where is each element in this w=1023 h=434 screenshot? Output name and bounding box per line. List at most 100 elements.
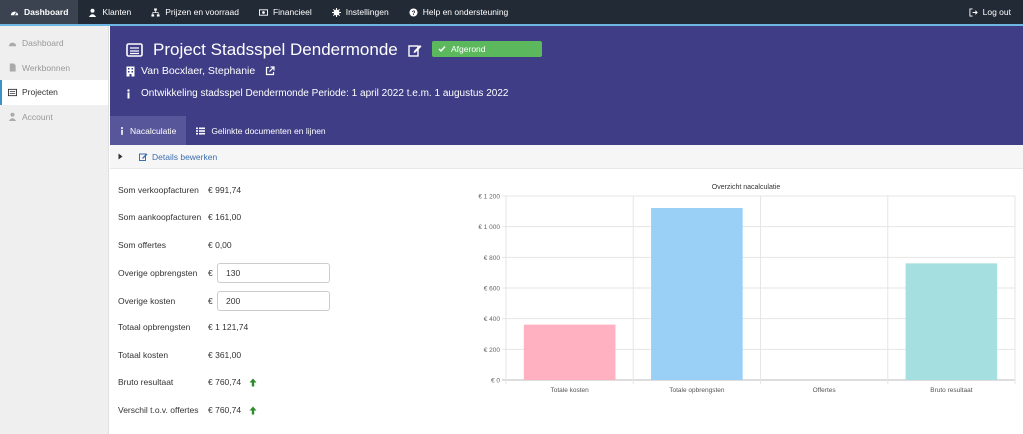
overige-opbrengsten-input[interactable] xyxy=(217,263,330,283)
nav-help[interactable]: ? Help en ondersteuning xyxy=(399,0,519,24)
x-tick-label: Totale opbrengsten xyxy=(669,387,725,394)
sidebar-item-werkbonnen[interactable]: Werkbonnen xyxy=(0,56,108,81)
top-navbar: Dashboard Klanten Prijzen en voorraad Fi… xyxy=(0,0,1023,24)
tab-label: Nacalculatie xyxy=(130,125,177,136)
chart-title: Overzicht nacalculatie xyxy=(712,184,781,191)
verschil-offertes-value: € 760,74 xyxy=(208,405,242,415)
check-icon xyxy=(438,46,446,53)
logout-label: Log out xyxy=(982,7,1011,17)
bar-totale-kosten[interactable] xyxy=(523,324,616,380)
edit-details-label: Details bewerken xyxy=(152,151,218,162)
sidebar-item-dashboard[interactable]: Dashboard xyxy=(0,31,108,56)
nav-klanten[interactable]: Klanten xyxy=(78,0,141,24)
list-icon xyxy=(126,43,143,57)
sidebar-item-label: Werkbonnen xyxy=(22,62,71,73)
nav-klanten-label: Klanten xyxy=(102,7,132,17)
sidebar-item-account[interactable]: Account xyxy=(0,105,108,130)
tab-label: Gelinkte documenten en lijnen xyxy=(211,125,326,136)
top-nav: Dashboard Klanten Prijzen en voorraad Fi… xyxy=(0,0,518,24)
totaal-opbrengsten-value: € 1 121,74 xyxy=(208,322,249,332)
edit-icon xyxy=(139,153,148,161)
nav-dashboard-label: Dashboard xyxy=(24,7,69,17)
currency-symbol: € xyxy=(208,296,213,306)
logout-button[interactable]: Log out xyxy=(969,0,1011,24)
overige-kosten-label: Overige kosten xyxy=(118,296,176,306)
project-description: Ontwikkeling stadsspel Dendermonde Perio… xyxy=(141,88,509,99)
overige-opbrengsten-label: Overige opbrengsten xyxy=(118,268,198,278)
row-som-aankoopfacturen: Som aankoopfacturen € 161,00 xyxy=(118,207,241,227)
building-icon xyxy=(126,66,135,76)
row-som-offertes: Som offertes € 0,00 xyxy=(118,235,232,255)
user-icon xyxy=(89,8,97,17)
chart-x-axis: Totale kosten Totale opbrengsten Offertes B… xyxy=(550,387,972,394)
file-icon xyxy=(9,63,16,72)
svg-text:?: ? xyxy=(411,9,415,16)
tab-bar: Nacalculatie Gelinkte documenten en lijn… xyxy=(110,116,1023,145)
list-icon xyxy=(196,127,206,134)
row-overige-kosten: Overige kosten € xyxy=(118,291,330,311)
som-verkoopfacturen-label: Som verkoopfacturen xyxy=(118,185,199,195)
tab-nacalculatie[interactable]: Nacalculatie xyxy=(110,116,187,145)
som-offertes-value: € 0,00 xyxy=(208,240,232,250)
row-som-verkoopfacturen: Som verkoopfacturen € 991,74 xyxy=(118,180,241,200)
y-tick-label: € 400 xyxy=(484,316,501,323)
totaal-kosten-value: € 361,00 xyxy=(208,350,242,360)
totaal-opbrengsten-label: Totaal opbrengsten xyxy=(118,322,191,332)
project-header: Project Stadsspel Dendermonde Afgerond V… xyxy=(110,26,1023,116)
gear-icon xyxy=(331,7,341,17)
details-bar: Details bewerken xyxy=(110,145,1023,169)
bruto-resultaat-value-wrap: € 760,74 xyxy=(208,377,257,387)
nav-instellingen-label: Instellingen xyxy=(345,7,389,17)
logout-icon xyxy=(969,7,978,17)
page-title: Project Stadsspel Dendermonde xyxy=(153,40,398,59)
som-offertes-label: Som offertes xyxy=(118,240,167,250)
y-tick-label: € 200 xyxy=(484,347,501,354)
help-icon: ? xyxy=(409,7,418,16)
bar-bruto-resultaat[interactable] xyxy=(905,263,998,380)
nav-instellingen[interactable]: Instellingen xyxy=(322,0,399,24)
row-totaal-opbrengsten: Totaal opbrengsten € 1 121,74 xyxy=(118,317,248,337)
sidebar: Dashboard Werkbonnen Projecten Account xyxy=(0,26,109,434)
x-tick-label: Bruto resultaat xyxy=(930,387,972,394)
nacalculatie-chart: Overzicht nacalculatie € 0 € 200 € 400 € 60… xyxy=(460,178,1023,398)
bruto-resultaat-value: € 760,74 xyxy=(208,377,242,387)
user-icon xyxy=(8,112,17,122)
som-aankoopfacturen-value: € 161,00 xyxy=(208,212,242,222)
nav-dashboard[interactable]: Dashboard xyxy=(0,0,79,24)
som-verkoopfacturen-value: € 991,74 xyxy=(208,185,242,195)
totaal-kosten-label: Totaal kosten xyxy=(118,350,169,360)
arrow-up-icon xyxy=(249,378,257,386)
row-bruto-resultaat: Bruto resultaat € 760,74 xyxy=(118,372,257,392)
sidebar-item-label: Projecten xyxy=(22,87,58,98)
bar-totale-opbrengsten[interactable] xyxy=(651,207,743,380)
chart-bars xyxy=(523,207,998,380)
client-name[interactable]: Van Bocxlaer, Stephanie xyxy=(141,65,256,77)
x-tick-label: Offertes xyxy=(813,387,837,394)
bruto-resultaat-label: Bruto resultaat xyxy=(118,377,174,387)
list-icon xyxy=(8,88,17,96)
edit-details-link[interactable]: Details bewerken xyxy=(139,152,217,162)
nav-financieel[interactable]: Financieel xyxy=(249,0,322,24)
bar-chart: Overzicht nacalculatie € 0 € 200 € 400 € 60… xyxy=(478,184,1016,394)
top-divider xyxy=(0,24,1023,26)
verschil-offertes-label: Verschil t.o.v. offertes xyxy=(118,405,199,415)
nav-prijzen[interactable]: Prijzen en voorraad xyxy=(141,0,249,24)
client-row: Van Bocxlaer, Stephanie xyxy=(126,65,275,77)
row-totaal-kosten: Totaal kosten € 361,00 xyxy=(118,345,241,365)
nav-help-label: Help en ondersteuning xyxy=(422,7,509,17)
y-tick-label: € 1 000 xyxy=(478,224,500,231)
money-icon xyxy=(258,8,268,16)
sidebar-item-projecten[interactable]: Projecten xyxy=(0,80,108,105)
external-link-icon[interactable] xyxy=(265,66,275,76)
nav-financieel-label: Financieel xyxy=(272,7,312,17)
sidebar-item-label: Dashboard xyxy=(22,38,64,49)
info-icon xyxy=(121,126,123,135)
edit-icon[interactable] xyxy=(408,43,422,57)
caret-right-icon[interactable] xyxy=(118,153,123,160)
arrow-up-icon xyxy=(249,406,257,414)
tab-gelinkte-documenten[interactable]: Gelinkte documenten en lijnen xyxy=(186,116,335,145)
currency-symbol: € xyxy=(208,268,213,278)
dashboard-icon xyxy=(8,42,17,46)
overige-kosten-input[interactable] xyxy=(217,291,330,311)
x-tick-label: Totale kosten xyxy=(550,387,589,394)
